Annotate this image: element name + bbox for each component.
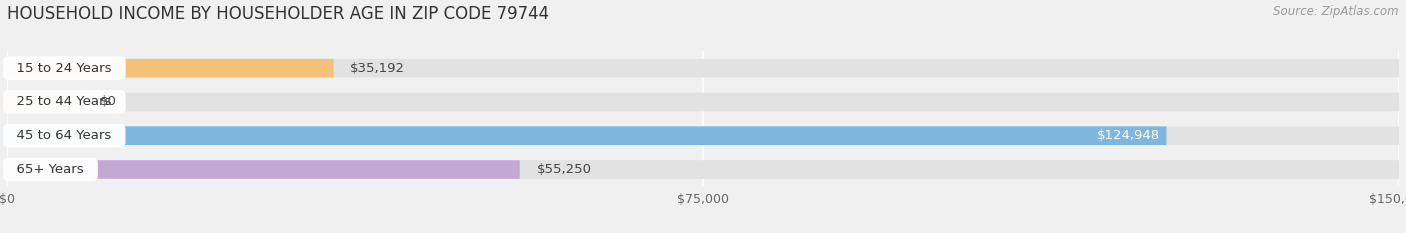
Text: 25 to 44 Years: 25 to 44 Years <box>8 96 121 108</box>
Text: $124,948: $124,948 <box>1097 129 1160 142</box>
FancyBboxPatch shape <box>7 127 1167 145</box>
FancyBboxPatch shape <box>7 59 333 77</box>
Text: 15 to 24 Years: 15 to 24 Years <box>8 62 121 75</box>
Text: $0: $0 <box>100 96 117 108</box>
Text: Source: ZipAtlas.com: Source: ZipAtlas.com <box>1274 5 1399 18</box>
Text: 65+ Years: 65+ Years <box>8 163 93 176</box>
FancyBboxPatch shape <box>7 160 1399 179</box>
Text: $35,192: $35,192 <box>350 62 405 75</box>
Text: 45 to 64 Years: 45 to 64 Years <box>8 129 120 142</box>
FancyBboxPatch shape <box>7 93 83 111</box>
Text: HOUSEHOLD INCOME BY HOUSEHOLDER AGE IN ZIP CODE 79744: HOUSEHOLD INCOME BY HOUSEHOLDER AGE IN Z… <box>7 5 550 23</box>
Text: $55,250: $55,250 <box>537 163 592 176</box>
FancyBboxPatch shape <box>7 93 1399 111</box>
FancyBboxPatch shape <box>7 160 520 179</box>
FancyBboxPatch shape <box>7 127 1399 145</box>
FancyBboxPatch shape <box>7 59 1399 77</box>
